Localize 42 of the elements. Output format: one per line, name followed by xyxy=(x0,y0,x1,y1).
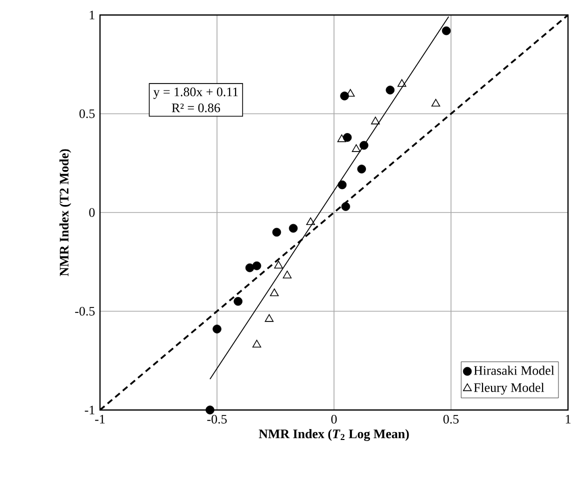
x-tick-label: -1 xyxy=(95,414,105,424)
x-tick-label: -0.5 xyxy=(207,414,227,424)
point xyxy=(371,116,380,124)
point xyxy=(357,164,366,174)
point xyxy=(340,92,349,100)
point xyxy=(431,98,440,107)
point xyxy=(352,144,361,152)
point xyxy=(288,224,298,233)
point xyxy=(245,263,254,272)
point xyxy=(206,406,214,414)
point xyxy=(234,296,242,306)
point xyxy=(272,228,282,237)
y-axis-title: NMR Index (T2 Mode) xyxy=(59,149,72,276)
point xyxy=(212,324,222,334)
x-axis-title: NMR Index (T$_{2}$ Log Mean) xyxy=(258,429,409,441)
point xyxy=(252,340,262,348)
point xyxy=(282,270,292,278)
annotation: y = 1.80x + 0.11 xyxy=(153,88,238,99)
point xyxy=(442,26,451,36)
point xyxy=(342,133,352,142)
point xyxy=(360,140,368,150)
point xyxy=(264,314,274,322)
x-tick-label: 1 xyxy=(566,414,570,424)
annotation: R² = 0.86 xyxy=(172,103,220,112)
point xyxy=(338,180,347,190)
x-tick-label: 0 xyxy=(331,414,337,424)
point xyxy=(306,217,315,226)
y-tick-label: 0.5 xyxy=(79,109,95,118)
point xyxy=(252,261,262,270)
x-tick-label: 0.5 xyxy=(443,414,459,424)
point xyxy=(337,134,346,142)
legend-label: Hirasaki Model xyxy=(474,366,554,375)
point xyxy=(274,260,283,268)
point xyxy=(386,86,395,94)
y-tick-label: 1 xyxy=(90,10,94,20)
legend-label: Fleury Model xyxy=(474,382,544,395)
point xyxy=(341,202,350,211)
y-tick-label: -0.5 xyxy=(75,306,95,316)
point xyxy=(270,288,279,296)
point xyxy=(398,79,406,87)
y-tick-label: -1 xyxy=(84,406,94,414)
y-tick-label: 0 xyxy=(89,208,95,217)
